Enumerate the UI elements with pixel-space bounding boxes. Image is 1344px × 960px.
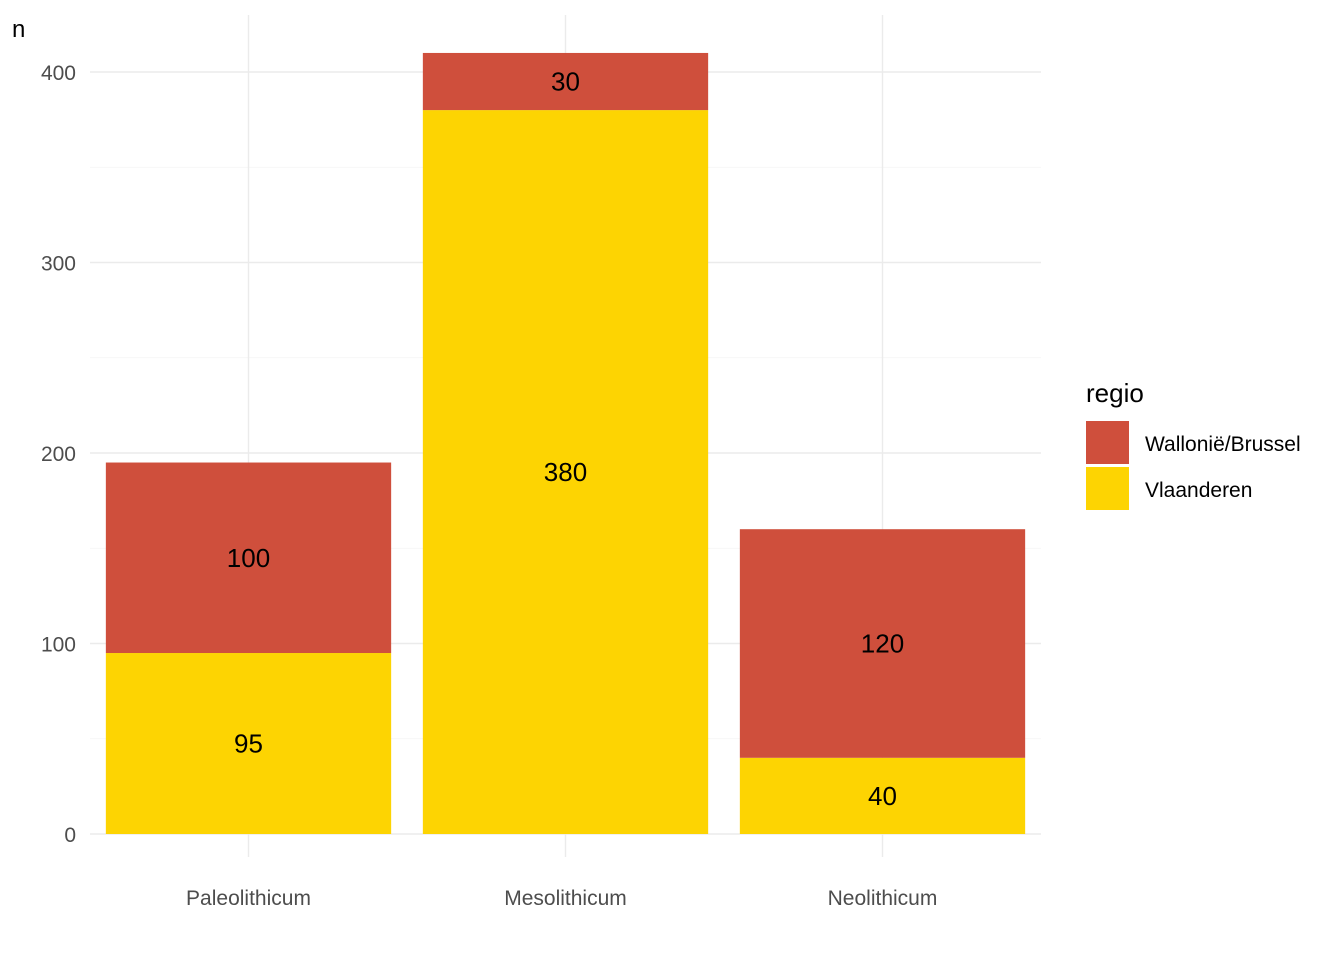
data-label: 95 bbox=[234, 729, 263, 759]
y-axis: 0 100 200 300 400 bbox=[41, 62, 76, 847]
bar-walloni-brussel-mesolithicum bbox=[422, 52, 709, 111]
y-tick-label: 100 bbox=[41, 634, 76, 657]
bar-vlaanderen-mesolithicum bbox=[422, 110, 709, 835]
legend-label: Vlaanderen bbox=[1145, 479, 1252, 502]
y-axis-title: n bbox=[12, 16, 25, 43]
y-tick-label: 200 bbox=[41, 443, 76, 466]
data-label: 120 bbox=[861, 629, 904, 659]
data-label: 380 bbox=[544, 457, 587, 487]
legend-swatch bbox=[1086, 467, 1129, 510]
legend-title: regio bbox=[1086, 378, 1144, 408]
y-tick-label: 400 bbox=[41, 62, 76, 85]
bar-walloni-brussel-neolithicum bbox=[739, 529, 1026, 758]
bar-vlaanderen-paleolithicum bbox=[105, 653, 392, 834]
legend-swatch bbox=[1086, 421, 1129, 464]
bar-walloni-brussel-paleolithicum bbox=[105, 462, 392, 654]
y-tick-label: 0 bbox=[64, 824, 76, 847]
data-label: 40 bbox=[868, 781, 897, 811]
bar-vlaanderen-neolithicum bbox=[739, 757, 1026, 834]
x-axis: Paleolithicum Mesolithicum Neolithicum bbox=[186, 887, 937, 910]
legend-label: Wallonië/Brussel bbox=[1145, 433, 1301, 456]
bars bbox=[105, 52, 1026, 835]
x-tick-label: Mesolithicum bbox=[504, 887, 627, 910]
legend: regio Wallonië/Brussel Vlaanderen bbox=[1086, 378, 1301, 510]
x-tick-label: Neolithicum bbox=[828, 887, 938, 910]
x-tick-label: Paleolithicum bbox=[186, 887, 311, 910]
data-labels: 95 100 380 30 40 120 bbox=[227, 67, 904, 811]
data-label: 30 bbox=[551, 67, 580, 97]
data-label: 100 bbox=[227, 543, 270, 573]
y-tick-label: 300 bbox=[41, 253, 76, 276]
